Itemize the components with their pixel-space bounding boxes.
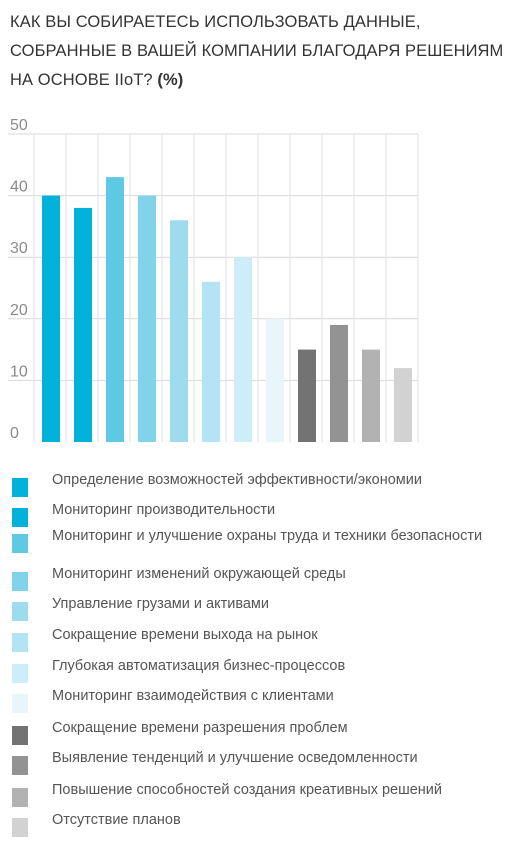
legend-swatch [12, 572, 28, 591]
legend-swatch [12, 756, 28, 775]
legend-swatch [12, 726, 28, 745]
y-tick-label: 10 [10, 363, 28, 380]
y-tick-label: 30 [10, 240, 28, 257]
chart-title-unit: (%) [157, 71, 184, 89]
legend-item: Мониторинг взаимодействия с клиентами [12, 688, 527, 718]
bar-2 [74, 207, 92, 442]
legend-label: Определение возможностей эффективности/э… [52, 472, 422, 488]
legend-item: Сокращение времени выхода на рынок [12, 627, 527, 657]
legend-item: Отсутствие планов [12, 812, 527, 842]
legend-item: Управление грузами и активами [12, 596, 527, 626]
bar-10 [330, 324, 348, 442]
legend-label: Повышение способностей создания креативн… [52, 782, 443, 798]
grid-lines [8, 133, 419, 442]
bar-6 [202, 281, 220, 442]
legend-swatch [12, 508, 28, 527]
legend-swatch [12, 534, 28, 553]
bar-chart: 0 10 20 30 40 50 [8, 117, 419, 442]
y-tick-label: 20 [10, 302, 28, 319]
legend-item: Определение возможностей эффективности/э… [12, 472, 527, 502]
legend-swatch [12, 694, 28, 713]
bar-8 [266, 318, 284, 442]
chart-title: КАК ВЫ СОБИРАЕТЕСЬ ИСПОЛЬЗОВАТЬ ДАННЫЕ, … [10, 8, 525, 95]
bar-12 [394, 368, 412, 442]
legend-label: Сокращение времени разрешения проблем [52, 720, 348, 736]
legend-item: Мониторинг производительности [12, 502, 527, 532]
bar-5 [170, 220, 188, 442]
legend-label: Мониторинг взаимодействия с клиентами [52, 688, 334, 704]
legend-item: Мониторинг и улучшение охраны труда и те… [12, 528, 527, 558]
legend-item: Выявление тенденций и улучшение осведомл… [12, 750, 527, 780]
legend-swatch [12, 818, 28, 837]
bar-11 [362, 349, 380, 442]
legend-item: Мониторинг изменений окружающей среды [12, 566, 527, 596]
bar-1 [42, 195, 60, 442]
bar-4 [138, 195, 156, 442]
chart-title-text: КАК ВЫ СОБИРАЕТЕСЬ ИСПОЛЬЗОВАТЬ ДАННЫЕ, … [10, 13, 504, 89]
legend-swatch [12, 478, 28, 497]
legend-label: Управление грузами и активами [52, 596, 269, 612]
y-axis-ticks: 0 10 20 30 40 50 [10, 117, 28, 442]
y-tick-label: 40 [10, 179, 28, 196]
bar-7 [234, 257, 252, 442]
legend-swatch [12, 788, 28, 807]
legend-swatch [12, 633, 28, 652]
bars [42, 177, 412, 442]
y-tick-label: 50 [10, 117, 28, 134]
legend-item: Повышение способностей создания креативн… [12, 782, 527, 812]
legend-label: Выявление тенденций и улучшение осведомл… [52, 750, 418, 766]
legend-label: Сокращение времени выхода на рынок [52, 627, 318, 643]
legend-swatch [12, 602, 28, 621]
bar-3 [106, 177, 124, 442]
legend-label: Мониторинг и улучшение охраны труда и те… [52, 528, 483, 544]
legend-item: Глубокая автоматизация бизнес-процессов [12, 658, 527, 688]
legend-label: Мониторинг изменений окружающей среды [52, 566, 346, 582]
legend-label: Мониторинг производительности [52, 502, 276, 518]
bar-9 [298, 349, 316, 442]
y-tick-label: 0 [10, 425, 19, 442]
legend-label: Глубокая автоматизация бизнес-процессов [52, 658, 346, 674]
legend-label: Отсутствие планов [52, 812, 181, 828]
legend-swatch [12, 664, 28, 683]
legend-item: Сокращение времени разрешения проблем [12, 720, 527, 750]
